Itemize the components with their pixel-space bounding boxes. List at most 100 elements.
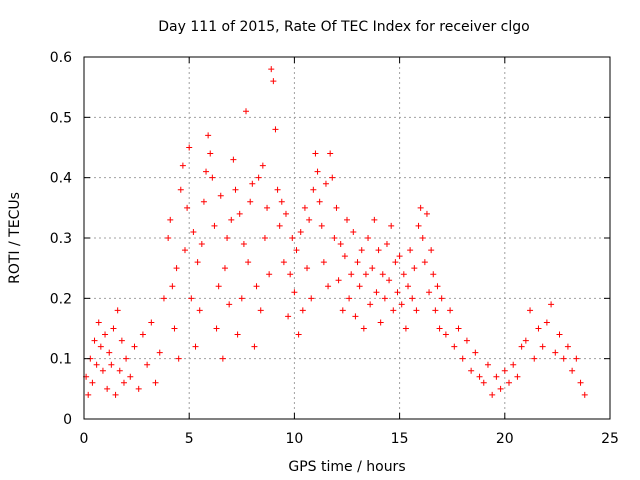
data-point	[396, 253, 403, 260]
data-point	[177, 186, 184, 193]
data-point	[293, 247, 300, 254]
data-point	[426, 289, 433, 296]
data-point	[531, 355, 538, 362]
data-point	[304, 265, 311, 272]
data-point	[240, 241, 247, 248]
data-point	[270, 78, 277, 85]
data-point	[383, 241, 390, 248]
data-point	[417, 204, 424, 211]
data-point	[405, 283, 412, 290]
data-point	[266, 271, 273, 278]
data-point	[318, 222, 325, 229]
x-tick-label: 20	[496, 431, 514, 447]
data-point	[108, 361, 115, 368]
data-point	[407, 247, 414, 254]
data-point	[120, 379, 127, 386]
data-point	[506, 379, 513, 386]
data-point	[190, 228, 197, 235]
data-point	[209, 174, 216, 181]
data-point	[423, 210, 430, 217]
data-point	[522, 337, 529, 344]
data-point	[377, 319, 384, 326]
data-point	[287, 271, 294, 278]
data-point	[200, 198, 207, 205]
data-point	[144, 361, 151, 368]
data-point	[398, 301, 405, 308]
data-point	[184, 204, 191, 211]
data-point	[236, 210, 243, 217]
y-tick-label: 0.1	[50, 352, 72, 368]
data-point	[232, 186, 239, 193]
data-point	[560, 355, 567, 362]
y-tick-label: 0.2	[50, 291, 72, 307]
data-point	[341, 253, 348, 260]
data-point	[352, 313, 359, 320]
data-point	[139, 331, 146, 338]
data-point	[89, 379, 96, 386]
data-point	[224, 235, 231, 241]
y-axis: 0 0.1 0.2 0.3 0.4 0.5 0.6	[50, 50, 610, 428]
data-point	[181, 247, 188, 254]
data-point	[106, 349, 113, 356]
data-point	[285, 313, 292, 320]
data-point	[373, 289, 380, 296]
data-point	[556, 331, 563, 338]
data-point	[428, 247, 435, 254]
data-point	[413, 307, 420, 314]
data-point	[257, 307, 264, 314]
grid-lines	[84, 57, 610, 419]
data-point	[196, 307, 203, 314]
x-axis: 0 5 10 15 20 25	[80, 57, 619, 447]
data-point	[282, 210, 289, 217]
data-point	[278, 198, 285, 205]
data-point	[114, 307, 121, 314]
data-point	[518, 343, 525, 350]
data-point	[421, 259, 428, 266]
data-point	[337, 241, 344, 248]
data-point	[291, 289, 298, 296]
data-point	[365, 235, 372, 241]
data-point	[194, 259, 201, 266]
data-point	[243, 108, 250, 115]
data-point	[329, 174, 336, 181]
data-point	[316, 198, 323, 205]
data-point	[320, 259, 327, 266]
data-point	[276, 222, 283, 229]
data-point	[459, 355, 466, 362]
x-tick-label: 0	[80, 431, 89, 447]
data-point	[438, 295, 445, 302]
data-point	[356, 283, 363, 290]
data-point	[192, 343, 199, 350]
data-point	[148, 319, 155, 326]
data-point	[577, 379, 584, 386]
data-point	[375, 247, 382, 254]
data-point	[234, 331, 241, 338]
chart-title: Day 111 of 2015, Rate Of TEC Index for r…	[158, 19, 529, 35]
data-point	[476, 373, 483, 380]
data-point	[255, 174, 262, 181]
data-point	[472, 349, 479, 356]
data-point	[301, 204, 308, 211]
data-point	[581, 391, 588, 398]
data-point	[274, 186, 281, 193]
data-point	[160, 295, 167, 302]
data-points	[83, 66, 588, 398]
data-point	[169, 283, 176, 290]
data-point	[362, 271, 369, 278]
data-point	[360, 325, 367, 332]
data-point	[463, 337, 470, 344]
data-point	[527, 307, 534, 314]
data-point	[99, 367, 106, 374]
data-point	[238, 295, 245, 302]
data-point	[569, 367, 576, 374]
data-point	[402, 325, 409, 332]
data-point	[179, 162, 186, 169]
data-point	[388, 222, 395, 229]
data-point	[411, 265, 418, 272]
x-tick-label: 10	[285, 431, 303, 447]
data-point	[127, 373, 134, 380]
y-axis-label: ROTI / TECUs	[7, 192, 23, 284]
x-tick-label: 5	[185, 431, 194, 447]
data-point	[310, 186, 317, 193]
data-point	[203, 168, 210, 175]
